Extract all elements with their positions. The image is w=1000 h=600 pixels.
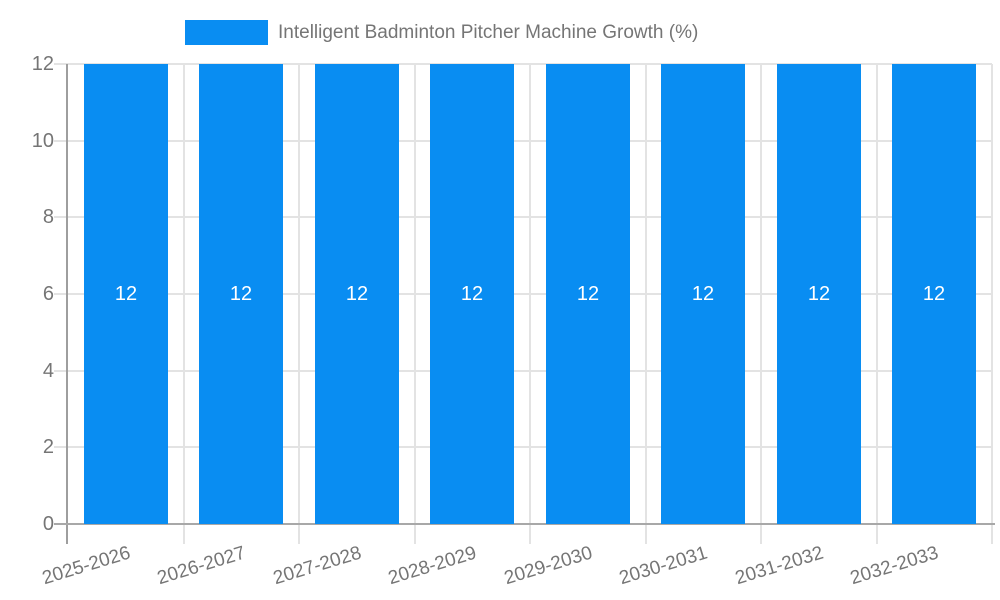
x-gridline (876, 64, 878, 524)
bar-value-label: 12 (460, 283, 484, 305)
bar-value-label: 12 (229, 283, 253, 305)
bar[interactable] (315, 64, 399, 524)
y-axis-tick-label: 6 (42, 283, 54, 305)
y-axis-tick-label: 8 (42, 206, 54, 228)
legend-swatch-icon (185, 20, 268, 45)
x-tick-mark (183, 524, 185, 544)
chart-legend: Intelligent Badminton Pitcher Machine Gr… (185, 20, 698, 45)
x-axis-line (54, 523, 995, 525)
y-tick-mark (54, 446, 68, 448)
y-tick-mark (54, 216, 68, 218)
bar[interactable] (777, 64, 861, 524)
x-tick-mark (876, 524, 878, 544)
x-tick-mark (991, 524, 993, 544)
x-tick-mark (645, 524, 647, 544)
bar[interactable] (546, 64, 630, 524)
bar-value-label: 12 (576, 283, 600, 305)
x-gridline (414, 64, 416, 524)
y-tick-mark (54, 370, 68, 372)
legend-item[interactable]: Intelligent Badminton Pitcher Machine Gr… (185, 20, 698, 45)
x-gridline (760, 64, 762, 524)
bar[interactable] (84, 64, 168, 524)
bar-value-label: 12 (114, 283, 138, 305)
legend-label: Intelligent Badminton Pitcher Machine Gr… (278, 22, 699, 43)
x-gridline (645, 64, 647, 524)
x-gridline (529, 64, 531, 524)
bar[interactable] (892, 64, 976, 524)
y-axis-tick-label: 10 (31, 130, 54, 152)
x-tick-mark (760, 524, 762, 544)
y-axis-tick-label: 0 (42, 513, 54, 535)
y-tick-mark (54, 63, 68, 65)
y-axis-tick-label: 2 (42, 436, 54, 458)
y-tick-mark (54, 140, 68, 142)
y-tick-mark (54, 293, 68, 295)
y-axis-line (66, 64, 68, 544)
x-tick-mark (529, 524, 531, 544)
bar[interactable] (661, 64, 745, 524)
x-tick-mark (414, 524, 416, 544)
y-axis-tick-label: 12 (31, 53, 54, 75)
x-gridline (991, 64, 993, 524)
x-tick-mark (298, 524, 300, 544)
bar-value-label: 12 (922, 283, 946, 305)
y-axis-tick-label: 4 (42, 360, 54, 382)
bar[interactable] (199, 64, 283, 524)
bar-value-label: 12 (345, 283, 369, 305)
bar-value-label: 12 (807, 283, 831, 305)
x-gridline (183, 64, 185, 524)
bar[interactable] (430, 64, 514, 524)
x-gridline (298, 64, 300, 524)
bar-value-label: 12 (691, 283, 715, 305)
